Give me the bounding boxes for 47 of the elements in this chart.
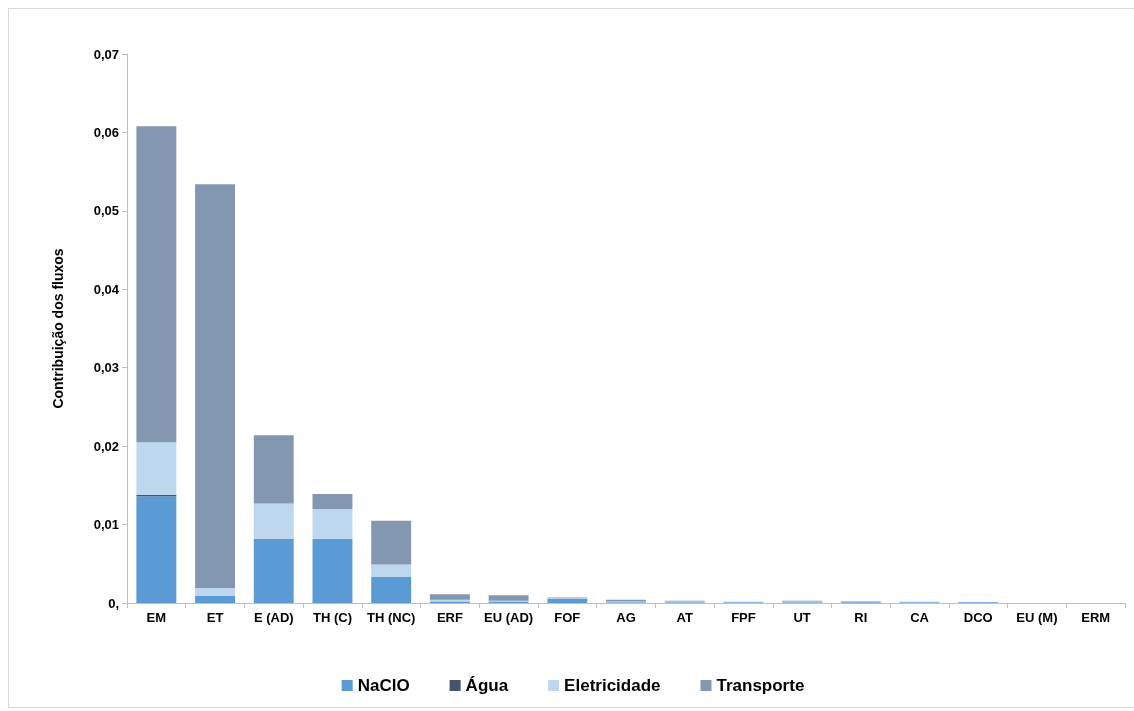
x-tick-label: TH (C) xyxy=(312,610,352,625)
y-tick-label: 0,03 xyxy=(93,360,119,376)
bar xyxy=(312,493,353,509)
x-tick-label: EU (M) xyxy=(1016,610,1058,625)
x-tick-label: ERF xyxy=(436,610,463,625)
bar xyxy=(312,538,353,603)
x-tick-label: FPF xyxy=(731,610,756,625)
y-tick-label: 0,06 xyxy=(93,124,119,140)
x-tick-label: AG xyxy=(616,610,636,625)
x-tick-label: FOF xyxy=(554,610,581,625)
y-tick-label: 0,07 xyxy=(93,46,119,62)
bar xyxy=(371,577,412,603)
legend-label: Eletricidade xyxy=(564,676,661,695)
x-tick-label: AT xyxy=(676,610,693,625)
y-tick-label: 0,01 xyxy=(93,517,119,533)
x-tick-label: E (AD) xyxy=(253,610,294,625)
bar xyxy=(195,184,236,589)
bar xyxy=(371,520,412,565)
x-tick-label: UT xyxy=(793,610,811,625)
x-tick-label: ERM xyxy=(1081,610,1111,625)
bar xyxy=(253,435,294,504)
bar xyxy=(195,588,236,596)
legend-label: Água xyxy=(465,676,509,695)
y-axis-title: Contribuição dos fluxos xyxy=(50,248,66,409)
bar xyxy=(136,442,177,495)
x-tick-label: ET xyxy=(206,610,224,625)
x-tick-label: EM xyxy=(146,610,167,625)
bar xyxy=(253,503,294,539)
bar xyxy=(371,564,412,578)
y-tick-label: 0, xyxy=(108,595,119,611)
x-tick-label: RI xyxy=(854,610,868,625)
bar xyxy=(136,496,177,603)
x-tick-label: DCO xyxy=(963,610,993,625)
x-tick-label: EU (AD) xyxy=(484,610,534,625)
bar xyxy=(488,595,529,601)
y-tick-label: 0,02 xyxy=(93,438,119,454)
bar xyxy=(136,126,177,443)
bar xyxy=(429,594,470,600)
legend-label: Transporte xyxy=(716,676,805,695)
bar xyxy=(253,539,294,603)
y-tick-label: 0,05 xyxy=(93,203,119,219)
bar xyxy=(195,595,236,603)
legend-label: NaClO xyxy=(357,676,410,695)
x-tick-label: CA xyxy=(910,610,930,625)
bar xyxy=(312,508,353,539)
y-tick-label: 0,04 xyxy=(93,281,120,297)
x-tick-label: TH (NC) xyxy=(366,610,416,625)
